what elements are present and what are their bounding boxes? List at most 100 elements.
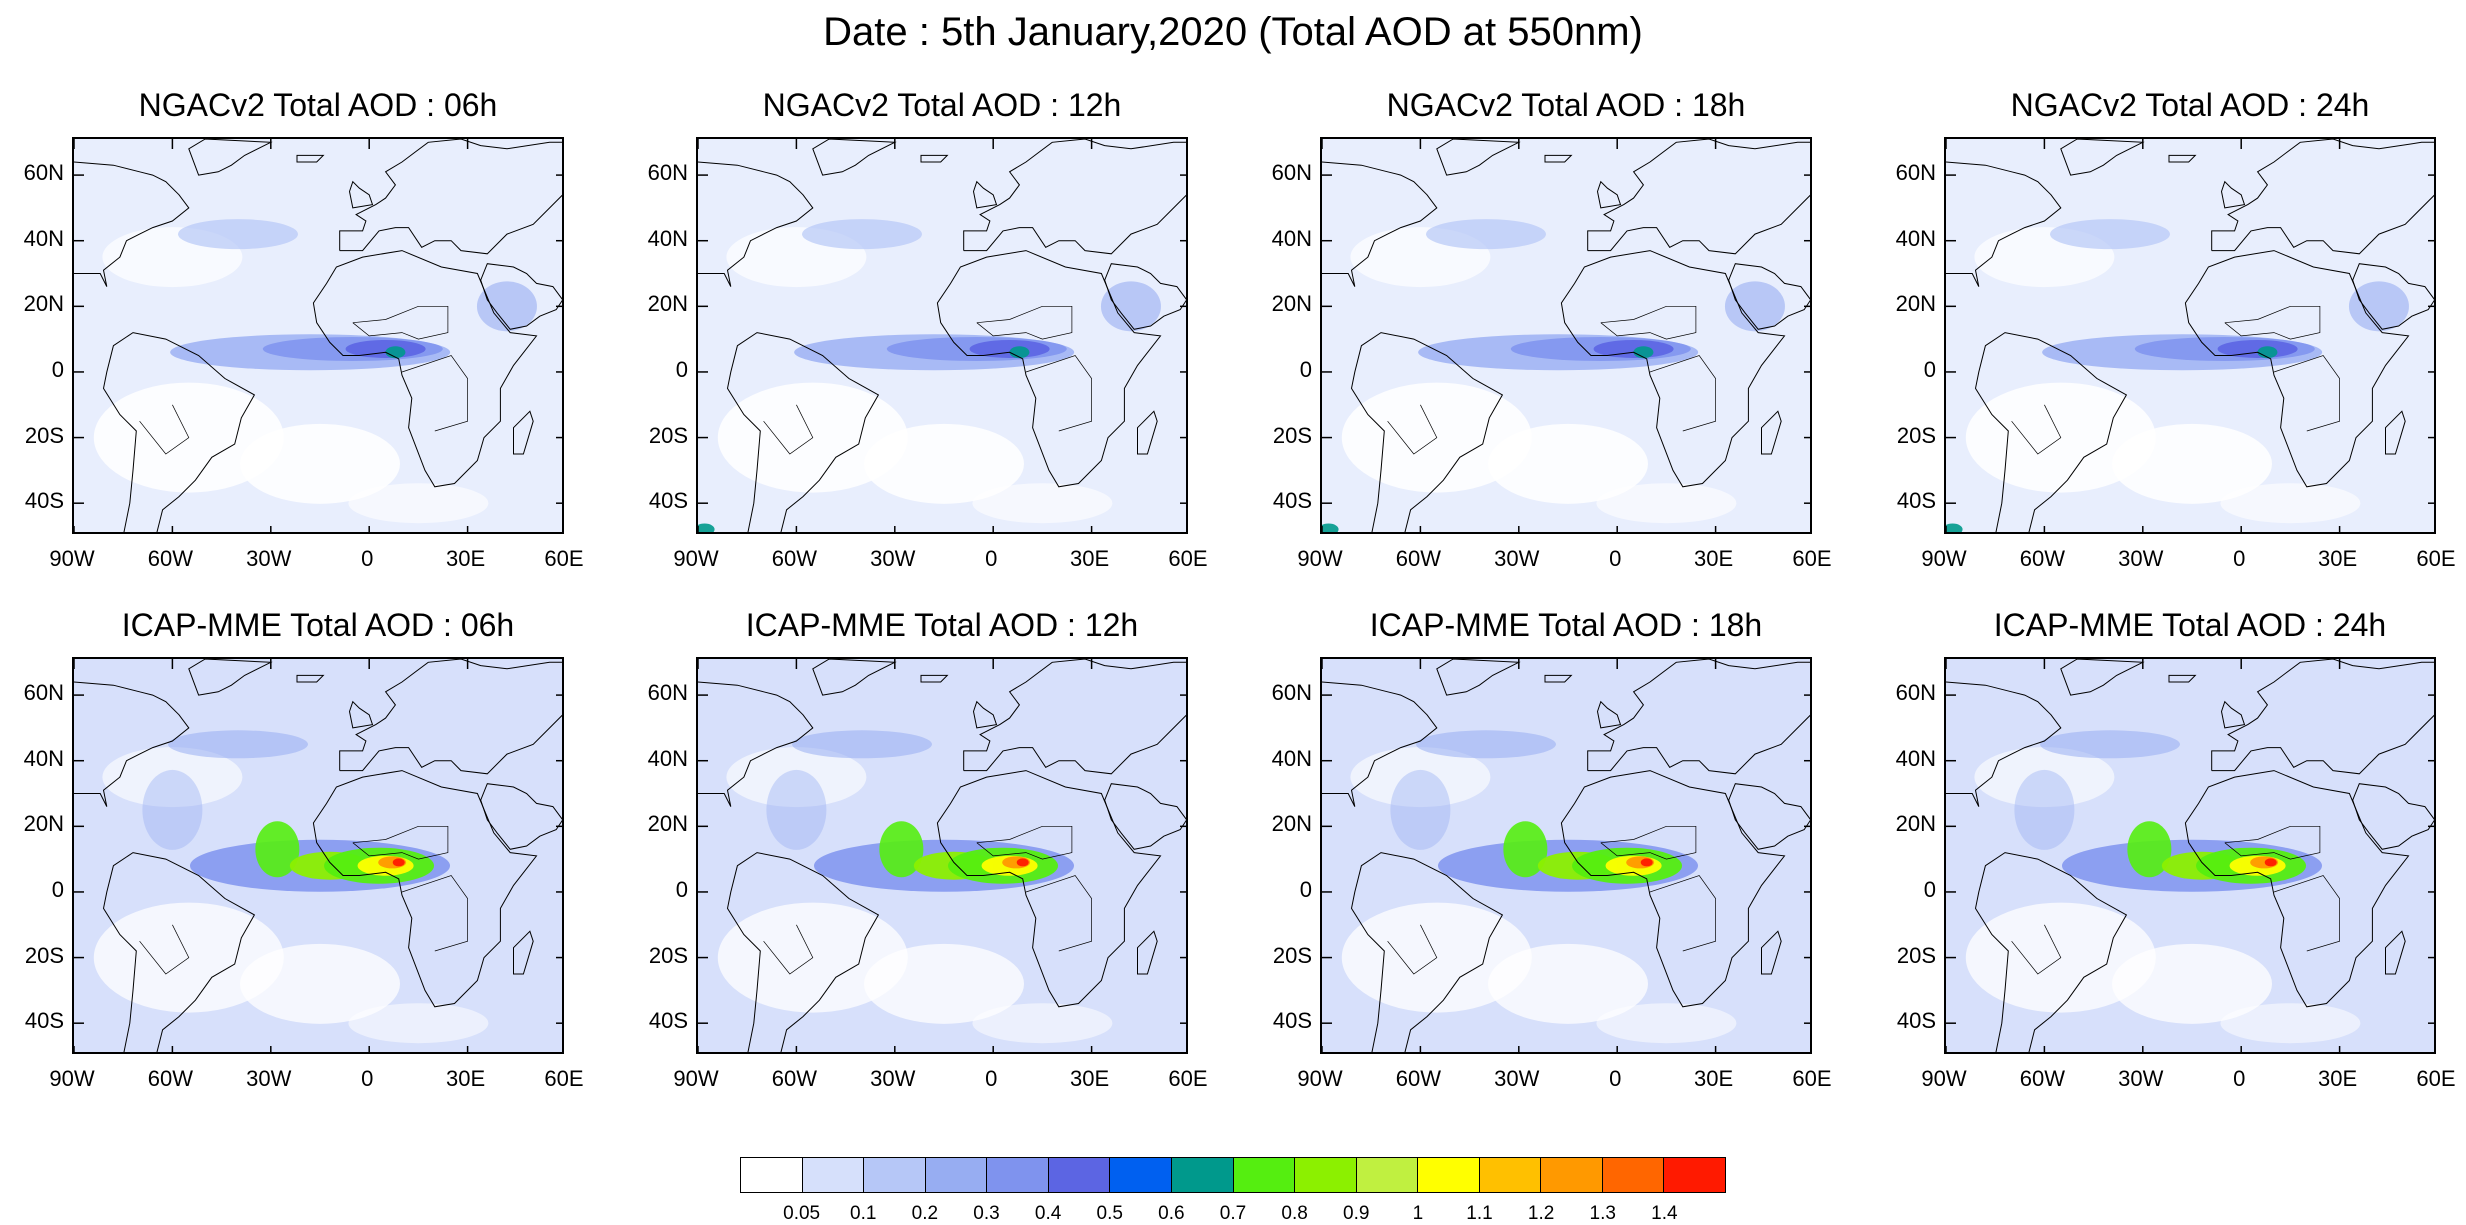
lon-tick-label: 60W (2019, 546, 2066, 571)
colorbar-label: 0.9 (1343, 1203, 1370, 1224)
lon-tick-label: 0 (361, 546, 374, 571)
lat-tick-label: 0 (675, 876, 688, 902)
lon-tick-label: 60E (1168, 546, 1208, 571)
lon-tick-label: 60W (2019, 1066, 2066, 1091)
lat-tick-label: 40N (1895, 745, 1936, 771)
colorbar-label: 1 (1412, 1203, 1424, 1224)
lat-tick-label: 20N (23, 811, 64, 837)
lon-tick-label: 60E (1792, 1066, 1832, 1091)
colorbar-swatch (802, 1158, 865, 1192)
lon-tick-label: 90W (673, 546, 719, 571)
colorbar-swatch (741, 1158, 803, 1192)
map-panel: ICAP-MME Total AOD : 18h 60N 40N 20N 0 20S 40S… (1272, 607, 1832, 1091)
lat-tick-label: 0 (1923, 876, 1936, 902)
panel-title: ICAP-MME Total AOD : 24h (1993, 607, 2387, 643)
colorbar-label: 0.2 (911, 1203, 939, 1224)
lon-tick-label: 30W (1494, 546, 1540, 571)
lat-tick-label: 40S (648, 488, 688, 514)
lon-tick-label: 90W (673, 1066, 719, 1091)
lon-tick-label: 90W (49, 546, 95, 571)
lat-tick-label: 40S (24, 1008, 64, 1034)
lat-tick-label: 20S (1272, 942, 1312, 968)
aod-field (698, 139, 1186, 532)
lat-tick-label: 0 (1299, 356, 1312, 382)
aod-map (72, 657, 564, 1054)
colorbar-swatch (1479, 1158, 1542, 1192)
lon-tick-label: 60E (2416, 1066, 2456, 1091)
map-panel: ICAP-MME Total AOD : 12h 60N 40N 20N 0 20S 40S… (648, 607, 1208, 1091)
colorbar-swatch (1048, 1158, 1111, 1192)
map-panel: NGACv2 Total AOD : 06h 60N 40N 20N 0 20S 40S 90… (24, 87, 584, 571)
lon-tick-label: 30W (2118, 546, 2164, 571)
panel-title: NGACv2 Total AOD : 18h (1386, 87, 1746, 123)
lat-tick-label: 60N (1895, 160, 1936, 186)
lon-tick-label: 30E (446, 1066, 486, 1091)
lat-tick-label: 40N (647, 745, 688, 771)
aod-field (74, 659, 562, 1052)
lon-tick-label: 0 (985, 1066, 998, 1091)
aod-field (1322, 659, 1810, 1052)
lon-tick-label: 90W (49, 1066, 95, 1091)
lon-tick-label: 30E (446, 546, 486, 571)
lon-tick-label: 60W (771, 1066, 818, 1091)
lat-tick-label: 40S (1896, 1008, 1936, 1034)
lon-tick-label: 60E (2416, 546, 2456, 571)
colorbar-swatch (1541, 1158, 1603, 1192)
lat-tick-label: 0 (1923, 356, 1936, 382)
aod-map (1944, 657, 2436, 1054)
colorbar-label: 1.1 (1466, 1203, 1493, 1224)
lat-tick-label: 60N (647, 680, 688, 706)
lon-tick-label: 30E (1070, 546, 1110, 571)
lon-tick-label: 0 (1609, 546, 1622, 571)
lon-tick-label: 90W (1921, 546, 1967, 571)
lat-tick-label: 40S (1896, 488, 1936, 514)
colorbar-swatch (1171, 1158, 1234, 1192)
figure-title: Date : 5th January,2020 (Total AOD at 55… (823, 10, 1643, 54)
aod-field (1946, 139, 2434, 532)
map-panel: NGACv2 Total AOD : 18h 60N 40N 20N 0 20S 40S 90… (1272, 87, 1832, 571)
lat-tick-label: 20N (1271, 291, 1312, 317)
lon-tick-label: 30W (2118, 1066, 2164, 1091)
lat-tick-label: 40N (23, 225, 64, 251)
lon-tick-label: 60W (1395, 1066, 1442, 1091)
lat-tick-label: 60N (647, 160, 688, 186)
lon-tick-label: 90W (1297, 546, 1343, 571)
lon-tick-label: 30E (1694, 1066, 1734, 1091)
colorbar-swatch (1356, 1158, 1419, 1192)
lat-tick-label: 0 (675, 356, 688, 382)
lat-tick-label: 40S (648, 1008, 688, 1034)
lat-tick-label: 60N (23, 160, 64, 186)
lat-tick-label: 60N (1271, 160, 1312, 186)
lat-tick-label: 40S (1272, 1008, 1312, 1034)
aod-field (1946, 659, 2434, 1052)
lat-tick-label: 40N (23, 745, 64, 771)
lon-tick-label: 30E (2318, 546, 2358, 571)
lon-tick-label: 30W (1494, 1066, 1540, 1091)
lon-tick-label: 60W (1395, 546, 1442, 571)
colorbar-label: 1.3 (1589, 1203, 1616, 1224)
lon-tick-label: 90W (1921, 1066, 1967, 1091)
lat-tick-label: 20N (647, 291, 688, 317)
panel-title: NGACv2 Total AOD : 12h (762, 87, 1122, 123)
colorbar-label: 0.05 (783, 1203, 821, 1224)
lat-tick-label: 20S (24, 942, 64, 968)
lon-tick-label: 0 (1609, 1066, 1622, 1091)
colorbar-swatch (1418, 1158, 1480, 1192)
lat-tick-label: 40S (1272, 488, 1312, 514)
aod-field (74, 139, 562, 532)
lat-tick-label: 20N (647, 811, 688, 837)
map-panel: ICAP-MME Total AOD : 24h 60N 40N 20N 0 20S 40S… (1896, 607, 2456, 1091)
colorbar-label: 1.2 (1527, 1203, 1555, 1224)
aod-map (696, 657, 1188, 1054)
colorbar-label: 0.1 (850, 1203, 877, 1224)
lat-tick-label: 20S (1896, 422, 1936, 448)
lat-tick-label: 0 (51, 876, 64, 902)
colorbar-swatch (987, 1158, 1049, 1192)
aod-map (72, 137, 564, 534)
lat-tick-label: 60N (1895, 680, 1936, 706)
lon-tick-label: 30W (246, 1066, 292, 1091)
lat-tick-label: 20N (1271, 811, 1312, 837)
map-panel: NGACv2 Total AOD : 24h 60N 40N 20N 0 20S 40S 90… (1896, 87, 2456, 571)
panel-title: ICAP-MME Total AOD : 18h (1369, 607, 1763, 643)
lon-tick-label: 0 (2233, 1066, 2246, 1091)
